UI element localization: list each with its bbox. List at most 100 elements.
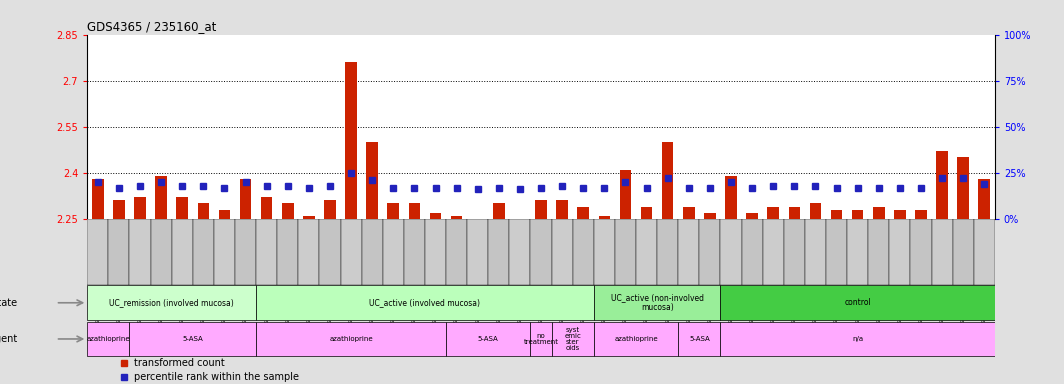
Bar	[155, 176, 167, 219]
Bar	[726, 176, 736, 219]
Bar	[804, 219, 826, 285]
Bar	[890, 219, 911, 285]
Bar	[746, 213, 758, 219]
Bar	[92, 179, 103, 219]
Bar	[467, 219, 488, 285]
Bar	[430, 213, 442, 219]
Bar	[278, 219, 298, 285]
Bar	[256, 219, 278, 285]
Bar	[615, 219, 636, 285]
Bar	[678, 321, 720, 356]
Bar	[658, 219, 678, 285]
Bar	[678, 219, 699, 285]
Bar	[362, 219, 383, 285]
Bar	[531, 219, 551, 285]
Bar	[383, 219, 404, 285]
Bar	[952, 219, 974, 285]
Text: UC_active (involved mucosa): UC_active (involved mucosa)	[369, 298, 481, 307]
Text: 5-ASA: 5-ASA	[478, 336, 499, 342]
Bar	[551, 321, 594, 356]
Bar	[256, 285, 594, 320]
Bar	[636, 219, 658, 285]
Bar	[451, 216, 463, 219]
Bar	[720, 321, 995, 356]
Bar	[767, 207, 779, 219]
Bar	[298, 219, 319, 285]
Bar	[87, 285, 256, 320]
Text: transformed count: transformed count	[134, 358, 226, 368]
Bar	[282, 204, 294, 219]
Bar	[340, 219, 362, 285]
Bar	[404, 219, 425, 285]
Bar	[109, 219, 130, 285]
Bar	[346, 62, 356, 219]
Bar	[256, 321, 446, 356]
Bar	[868, 219, 890, 285]
Bar	[720, 219, 742, 285]
Bar	[198, 204, 210, 219]
Text: GDS4365 / 235160_at: GDS4365 / 235160_at	[87, 20, 217, 33]
Bar	[510, 219, 531, 285]
Text: agent: agent	[0, 334, 18, 344]
Bar	[936, 151, 948, 219]
Bar	[619, 170, 631, 219]
Bar	[214, 219, 235, 285]
Bar	[784, 219, 804, 285]
Text: azathioprine: azathioprine	[86, 336, 130, 342]
Bar	[303, 216, 315, 219]
Bar	[788, 207, 800, 219]
Bar	[931, 219, 952, 285]
Bar	[409, 204, 420, 219]
Bar	[594, 285, 720, 320]
Bar	[826, 219, 847, 285]
Bar	[488, 219, 510, 285]
Bar	[852, 210, 864, 219]
Bar	[641, 207, 652, 219]
Bar	[720, 285, 995, 320]
Bar	[831, 210, 843, 219]
Bar	[662, 142, 674, 219]
Bar	[872, 207, 884, 219]
Text: no
treatment: no treatment	[523, 333, 559, 345]
Bar	[366, 142, 378, 219]
Bar	[979, 179, 991, 219]
Bar	[472, 219, 483, 225]
Text: percentile rank within the sample: percentile rank within the sample	[134, 372, 299, 382]
Bar	[572, 219, 594, 285]
Bar	[894, 210, 905, 219]
Text: disease state: disease state	[0, 298, 18, 308]
Bar	[325, 200, 336, 219]
Bar	[261, 197, 272, 219]
Bar	[177, 197, 188, 219]
Text: azathioprine: azathioprine	[329, 336, 372, 342]
Bar	[958, 157, 969, 219]
Bar	[446, 321, 531, 356]
Bar	[551, 219, 572, 285]
Bar	[594, 321, 678, 356]
Bar	[535, 200, 547, 219]
Text: 5-ASA: 5-ASA	[689, 336, 710, 342]
Text: 5-ASA: 5-ASA	[182, 336, 203, 342]
Bar	[113, 200, 124, 219]
Bar	[193, 219, 214, 285]
Bar	[130, 219, 151, 285]
Bar	[134, 197, 146, 219]
Bar	[594, 219, 615, 285]
Bar	[130, 321, 256, 356]
Bar	[556, 200, 568, 219]
Bar	[514, 219, 526, 225]
Bar	[699, 219, 720, 285]
Bar	[763, 219, 784, 285]
Bar	[87, 219, 109, 285]
Bar	[599, 216, 610, 219]
Bar	[171, 219, 193, 285]
Bar	[387, 204, 399, 219]
Text: azathioprine: azathioprine	[614, 336, 658, 342]
Text: UC_remission (involved mucosa): UC_remission (involved mucosa)	[110, 298, 234, 307]
Bar	[578, 207, 589, 219]
Text: syst
emic
ster
oids: syst emic ster oids	[564, 327, 581, 351]
Bar	[915, 210, 927, 219]
Bar	[683, 207, 695, 219]
Bar	[87, 321, 130, 356]
Bar	[218, 210, 230, 219]
